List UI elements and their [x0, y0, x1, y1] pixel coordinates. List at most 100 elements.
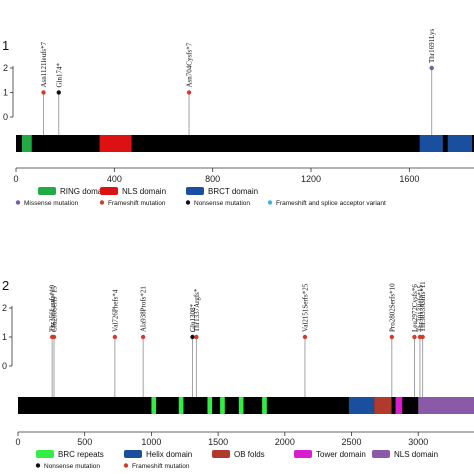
x-tick-label: 1600 — [399, 174, 419, 184]
legend-marker — [185, 200, 191, 205]
legend-label: Nonsense mutation — [44, 463, 100, 470]
legend-label: NLS domain — [394, 450, 438, 459]
domain-brc-repeats — [262, 397, 267, 414]
y-tick-label: 2 — [3, 63, 8, 73]
legend-label: Nonsense mutation — [194, 200, 250, 207]
domain-brct-domain — [447, 135, 473, 152]
x-tick-label: 500 — [77, 437, 92, 447]
legend-label: OB folds — [234, 450, 265, 459]
legend-item: NLS domain — [100, 187, 166, 196]
mutation-dot — [429, 65, 434, 71]
legend-marker — [267, 200, 273, 205]
legend-marker — [35, 463, 41, 468]
legend-label: Frameshift mutation — [108, 200, 166, 207]
y-tick-label: 0 — [3, 112, 8, 122]
mutation-dot — [190, 334, 195, 340]
legend-item: Nonsense mutation — [185, 200, 250, 207]
x-tick-label: 0 — [15, 437, 20, 447]
x-tick-label: 0 — [13, 174, 18, 184]
legend-marker — [99, 200, 105, 205]
x-tick-label: 1000 — [141, 437, 161, 447]
domain-nls-domain — [418, 397, 474, 414]
domain-brc-repeats — [220, 397, 225, 414]
legend-item: Frameshift and splice acceptor variant — [267, 200, 386, 207]
panel-label: 2 — [2, 278, 9, 293]
domain-brc-repeats — [178, 397, 184, 414]
y-tick-label: 2 — [2, 303, 7, 313]
legend-label: NLS domain — [122, 187, 166, 196]
x-tick-label: 2500 — [342, 437, 362, 447]
panel-1: 1 0 1 2 Asn1121leufs*7 Gln174* Asn704Cysfs*7 Th… — [2, 29, 474, 207]
protein-backbone — [18, 397, 474, 414]
legend-swatch — [38, 187, 56, 195]
domain-tower-domain — [395, 397, 403, 414]
mutation-label: Ala938Profs*21 — [140, 286, 148, 332]
legend-swatch — [36, 450, 54, 458]
mutation-label: Thr1691Lys — [428, 29, 436, 63]
legend-item: Nonsense mutation — [35, 463, 100, 470]
mutation-dot — [140, 334, 146, 340]
x-tick-label: 1500 — [208, 437, 228, 447]
legend-label: BRCT domain — [208, 187, 258, 196]
legend-item: Missense mutation — [15, 200, 79, 207]
x-tick-label: 2000 — [275, 437, 295, 447]
domain-ob-folds — [374, 397, 392, 414]
domain-ring-domain — [21, 135, 32, 152]
mutation-dot — [194, 334, 199, 340]
legend-item: Frameshift mutation — [123, 463, 190, 470]
legend-swatch — [186, 187, 204, 195]
protein-backbone — [16, 135, 474, 152]
legend-item: RING domain — [38, 187, 108, 196]
mutation-label: Val2151Serfs*25 — [301, 283, 309, 332]
mutation-label: Asn1121leufs*7 — [40, 41, 48, 87]
domain-brc-repeats — [151, 397, 157, 414]
legend-label: Frameshift and splice acceptor variant — [276, 200, 386, 207]
legend-label: Missense mutation — [24, 200, 79, 207]
mutation-label: Val726Phefs*4 — [111, 289, 119, 332]
legend-label: BRC repeats — [58, 450, 104, 459]
x-tick-label: 1200 — [301, 174, 321, 184]
mutation-dot — [112, 334, 118, 340]
legend-item: NLS domain — [372, 450, 438, 459]
mutation-label: Gln174* — [55, 63, 63, 88]
mutation-label: Thr1337Argfs* — [193, 288, 201, 332]
mutation-dot — [41, 90, 46, 95]
y-tick-label: 1 — [2, 332, 7, 342]
legend-swatch — [294, 450, 312, 458]
y-tick-label: 0 — [2, 361, 7, 371]
mutation-label: Pro2802Serfs*10 — [388, 283, 396, 332]
legend-item: Tower domain — [294, 450, 366, 459]
legend-marker — [123, 463, 129, 468]
legend-item: BRCT domain — [186, 187, 258, 196]
legend-item: Helix domain — [124, 450, 192, 459]
mutation-label: Thr3013Ilefs*15 — [416, 284, 424, 332]
domain-brct-domain — [419, 135, 443, 152]
domain-brc-repeats — [238, 397, 244, 414]
mutation-label: Glu260Serfs*15 — [51, 286, 59, 332]
legend-label: Frameshift mutation — [132, 463, 190, 470]
mutation-dot — [389, 334, 395, 340]
mutation-dot — [412, 334, 417, 340]
legend-item: OB folds — [212, 450, 265, 459]
legend-swatch — [124, 450, 142, 458]
y-tick-label: 1 — [3, 88, 8, 98]
legend-swatch — [372, 450, 390, 458]
legend-swatch — [100, 187, 118, 195]
mutation-label: Leu2972Cysfs*6 — [411, 284, 419, 332]
mutation-label: Asn704Cysfs*7 — [186, 42, 194, 87]
domain-nls-domain — [99, 135, 132, 152]
panel-label: 1 — [2, 38, 9, 53]
mutation-dot — [420, 334, 425, 340]
mutation-dot — [302, 334, 308, 340]
mutation-dot — [56, 90, 61, 95]
mutation-label: Thr256Leufs*19 — [49, 284, 57, 332]
legend-item: BRC repeats — [36, 450, 104, 459]
x-tick-label: 3000 — [408, 437, 428, 447]
legend-label: RING domain — [60, 187, 108, 196]
legend-label: Helix domain — [146, 450, 192, 459]
x-tick-label: 800 — [205, 174, 220, 184]
domain-helix-domain — [348, 397, 375, 414]
mutation-label: Thr3033Asnfs*11 — [419, 281, 427, 332]
